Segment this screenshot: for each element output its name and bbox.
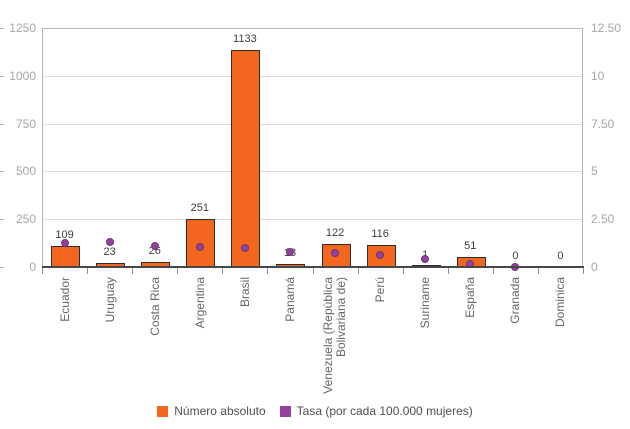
x-axis-tick-mark [312,268,314,274]
x-axis-label-venezuela-republica-bolivariana-de: Venezuela (República Bolivariana de) [321,277,349,401]
x-axis-tick-mark [177,268,179,274]
legend-swatch-tasa-por-cada-100-000-mujeres [279,405,291,417]
bar-value-label-venezuela-republica-bolivariana-de: 122 [325,226,345,239]
x-axis-label-text: Suriname [417,277,432,329]
legend: Número absoluto Tasa (por cada 100.000 mu… [0,401,630,421]
x-axis-label-granada: Granada [501,277,529,401]
right-axis-tick-label: 7.50 [591,116,615,131]
bar-value-label-ecuador: 109 [55,229,74,242]
legend-label-tasa-por-cada-100-000-mujeres: Tasa (por cada 100.000 mujeres) [296,404,473,418]
bar-value-label-suriname: 1 [403,249,447,262]
rate-dot-costa-rica [150,241,159,250]
x-axis-label-costa-rica: Costa Rica [141,277,169,401]
bar-brasil [231,50,261,267]
x-axis-label-text: Costa Rica [147,277,162,336]
legend-swatch-numero-absoluto [157,405,169,417]
right-axis-tick-label: 12.50 [591,21,622,35]
x-axis-label-peru: Perú [366,277,394,401]
bar-value-label-espana: 51 [464,240,477,253]
left-axis-tick-label: 0 [29,260,36,274]
rate-dot-argentina [195,242,204,251]
bar-value-label-dominica: 0 [557,250,564,262]
legend-label-numero-absoluto: Número absoluto [174,404,266,418]
x-axis-tick-mark [222,268,224,274]
rate-dot-panama [285,247,294,256]
x-axis-label-suriname: Suriname [411,277,439,401]
left-axis-tick-mark [0,28,4,29]
x-axis-tick-mark [357,268,359,274]
right-axis-tick-label: 2.50 [591,212,615,227]
x-axis-label-text: Granada [507,277,522,324]
x-axis-label-panama: Panamá [276,277,304,401]
rate-dot-peru [376,250,385,259]
x-axis-tick-mark [492,268,494,274]
left-axis-tick-label: 500 [15,164,36,179]
x-axis-label-dominica: Dominica [546,277,574,401]
x-axis-tick-mark [267,268,269,274]
left-axis-tick-mark [0,123,4,125]
gridline [43,219,582,221]
rate-dot-brasil [240,243,249,252]
left-axis-tick-label: 1000 [9,68,36,83]
x-axis-line [42,266,584,268]
gridline [43,171,582,173]
bar-value-label-granada: 0 [512,250,519,262]
x-axis-tick-mark [87,268,89,274]
x-axis-label-text: España [462,277,477,318]
x-axis-label-espana: España [456,277,484,401]
legend-item-numero-absoluto: Número absoluto [157,404,266,418]
right-axis-tick-label: 5 [591,164,598,179]
left-axis-tick-label: 750 [15,116,36,131]
x-axis-label-uruguay: Uruguay [96,277,124,401]
left-axis-tick-label: 1250 [9,21,36,35]
left-axis-tick-label: 250 [15,212,36,227]
bar-ecuador [51,246,81,267]
gridline [43,123,582,125]
left-axis-tick-mark [0,267,4,268]
x-axis-label-brasil: Brasil [231,277,259,401]
x-axis-tick-mark [42,268,43,274]
bar-value-label-uruguay: 23 [103,245,116,258]
x-axis-label-text: Argentina [192,277,207,329]
left-axis-tick-mark [0,171,4,173]
rate-dot-suriname [421,255,430,264]
right-axis-tick-label: 10 [591,68,605,83]
x-axis-label-text: Perú [372,277,387,303]
left-axis-tick-mark [0,75,4,77]
rate-dot-venezuela-republica-bolivariana-de [331,248,340,257]
rate-dot-ecuador [60,239,69,248]
x-axis-label-text: Uruguay [102,277,117,323]
x-axis-label-text: Ecuador [57,277,72,322]
x-axis-tick-mark [583,268,584,274]
gridline [43,75,582,77]
rate-dot-uruguay [105,238,114,247]
x-axis-tick-mark [537,268,539,274]
x-axis-tick-mark [132,268,134,274]
right-axis-tick-label: 0 [591,260,598,274]
bar-value-label-brasil: 1133 [233,33,257,46]
bar-value-label-argentina: 251 [190,202,209,214]
x-axis-label-argentina: Argentina [186,277,214,401]
x-axis-tick-mark [447,268,449,274]
x-axis-label-text: Venezuela (República Bolivariana de) [321,277,349,394]
legend-item-tasa-por-cada-100-000-mujeres: Tasa (por cada 100.000 mujeres) [279,404,473,418]
x-axis-label-ecuador: Ecuador [51,277,79,401]
left-axis-tick-mark [0,219,4,221]
x-axis-label-text: Panamá [282,277,297,322]
x-axis-label-text: Dominica [552,277,567,328]
bar-value-label-peru: 116 [371,227,389,240]
x-axis-tick-mark [402,268,404,274]
x-axis-label-text: Brasil [237,277,252,308]
